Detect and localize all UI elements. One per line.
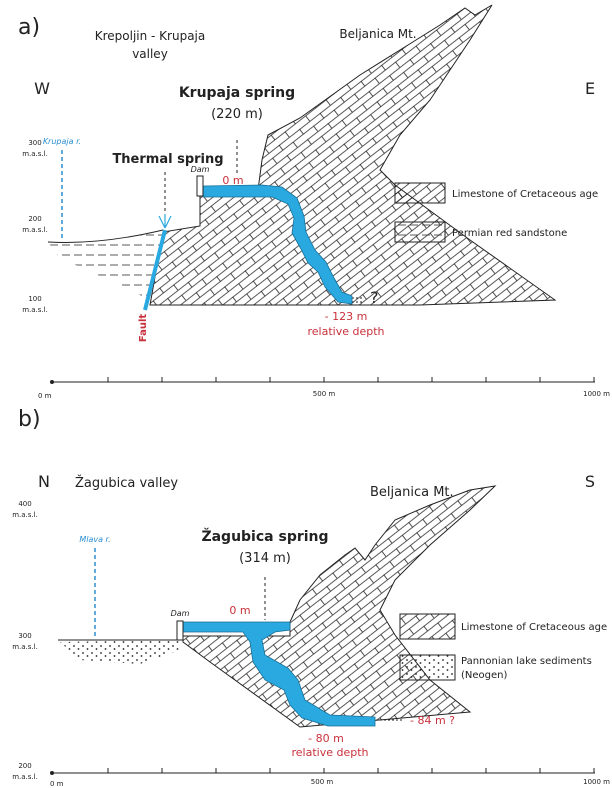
river-label: Mlava r. bbox=[79, 535, 110, 544]
zero-level: 0 m bbox=[222, 174, 243, 187]
panel-label: a) bbox=[18, 15, 40, 40]
mountain-name: Beljanica Mt. bbox=[339, 27, 416, 41]
depth-value: - 80 m bbox=[308, 732, 344, 745]
y-label: 400 bbox=[18, 500, 31, 508]
depth-label: relative depth bbox=[291, 746, 368, 759]
panel-label: b) bbox=[18, 407, 41, 432]
legend-label: (Neogen) bbox=[461, 670, 507, 681]
y-unit: m.a.s.l. bbox=[22, 306, 48, 314]
karst-channel bbox=[202, 184, 353, 305]
legend-swatch bbox=[399, 613, 456, 640]
depth-value: - 123 m bbox=[325, 310, 368, 323]
fault-label: Fault bbox=[138, 314, 149, 343]
fault-line bbox=[143, 229, 167, 311]
dam-label: Dam bbox=[171, 609, 190, 618]
x-label: 0 m bbox=[50, 780, 64, 788]
spring-elevation: (220 m) bbox=[211, 107, 263, 122]
spring-name: Krupaja spring bbox=[179, 85, 295, 101]
x-label: 500 m bbox=[311, 778, 334, 786]
sandstone-body bbox=[48, 230, 163, 300]
legend-swatch bbox=[394, 182, 446, 204]
origin bbox=[50, 771, 54, 775]
river-label: Krupaja r. bbox=[43, 137, 81, 146]
unknown-mark: ? bbox=[370, 288, 379, 307]
mountain-name: Beljanica Mt. bbox=[370, 485, 454, 500]
thermal-outflow bbox=[158, 214, 172, 229]
zero-level: 0 m bbox=[229, 604, 250, 617]
dam bbox=[176, 620, 184, 641]
depth-label: relative depth bbox=[307, 325, 384, 338]
direction: N bbox=[38, 472, 50, 491]
y-label: 300 bbox=[18, 632, 31, 640]
legend-label: Limestone of Cretaceous age bbox=[461, 622, 607, 633]
legend-label: Permian red sandstone bbox=[452, 228, 567, 239]
dam-label: Dam bbox=[191, 165, 210, 174]
direction: E bbox=[585, 79, 595, 98]
y-label: 200 bbox=[28, 215, 41, 223]
x-label: 0 m bbox=[38, 392, 52, 400]
valley-name: Krepoljin - Krupaja bbox=[95, 29, 206, 43]
x-label: 500 m bbox=[313, 390, 336, 398]
karst-channel bbox=[182, 621, 376, 727]
y-unit: m.a.s.l. bbox=[22, 150, 48, 158]
x-ticks bbox=[107, 377, 595, 382]
legend-label: Limestone of Cretaceous age bbox=[452, 189, 598, 200]
y-label: 100 bbox=[28, 295, 41, 303]
x-ticks bbox=[107, 768, 595, 773]
direction: S bbox=[585, 472, 595, 491]
y-label: 300 bbox=[28, 139, 41, 147]
panel-a: a) Krepoljin - Krupaja valley Beljanica … bbox=[18, 4, 610, 400]
x-label: 1000 m bbox=[583, 778, 610, 786]
origin bbox=[50, 380, 54, 384]
depth-unknown: - 84 m ? bbox=[410, 714, 455, 727]
y-label: 200 bbox=[18, 762, 31, 770]
valley-name: Žagubica valley bbox=[75, 475, 178, 491]
legend-swatch bbox=[394, 221, 446, 243]
thermal-spring-label: Thermal spring bbox=[112, 152, 223, 167]
y-unit: m.a.s.l. bbox=[12, 773, 38, 781]
panel-b: b) N S Žagubica valley Beljanica Mt. Mla… bbox=[12, 407, 610, 788]
spring-elevation: (314 m) bbox=[239, 551, 291, 566]
sediment-body bbox=[60, 640, 180, 664]
direction: W bbox=[34, 79, 50, 98]
ground-surface bbox=[47, 229, 164, 243]
dam bbox=[196, 175, 204, 197]
x-label: 1000 m bbox=[583, 390, 610, 398]
legend-label: Pannonian lake sediments bbox=[461, 656, 592, 667]
legend-swatch bbox=[399, 654, 456, 681]
valley-name: valley bbox=[132, 47, 168, 61]
spring-name: Žagubica spring bbox=[201, 528, 328, 545]
y-unit: m.a.s.l. bbox=[22, 226, 48, 234]
y-unit: m.a.s.l. bbox=[12, 643, 38, 651]
y-unit: m.a.s.l. bbox=[12, 511, 38, 519]
unknown-continuation bbox=[352, 297, 364, 303]
